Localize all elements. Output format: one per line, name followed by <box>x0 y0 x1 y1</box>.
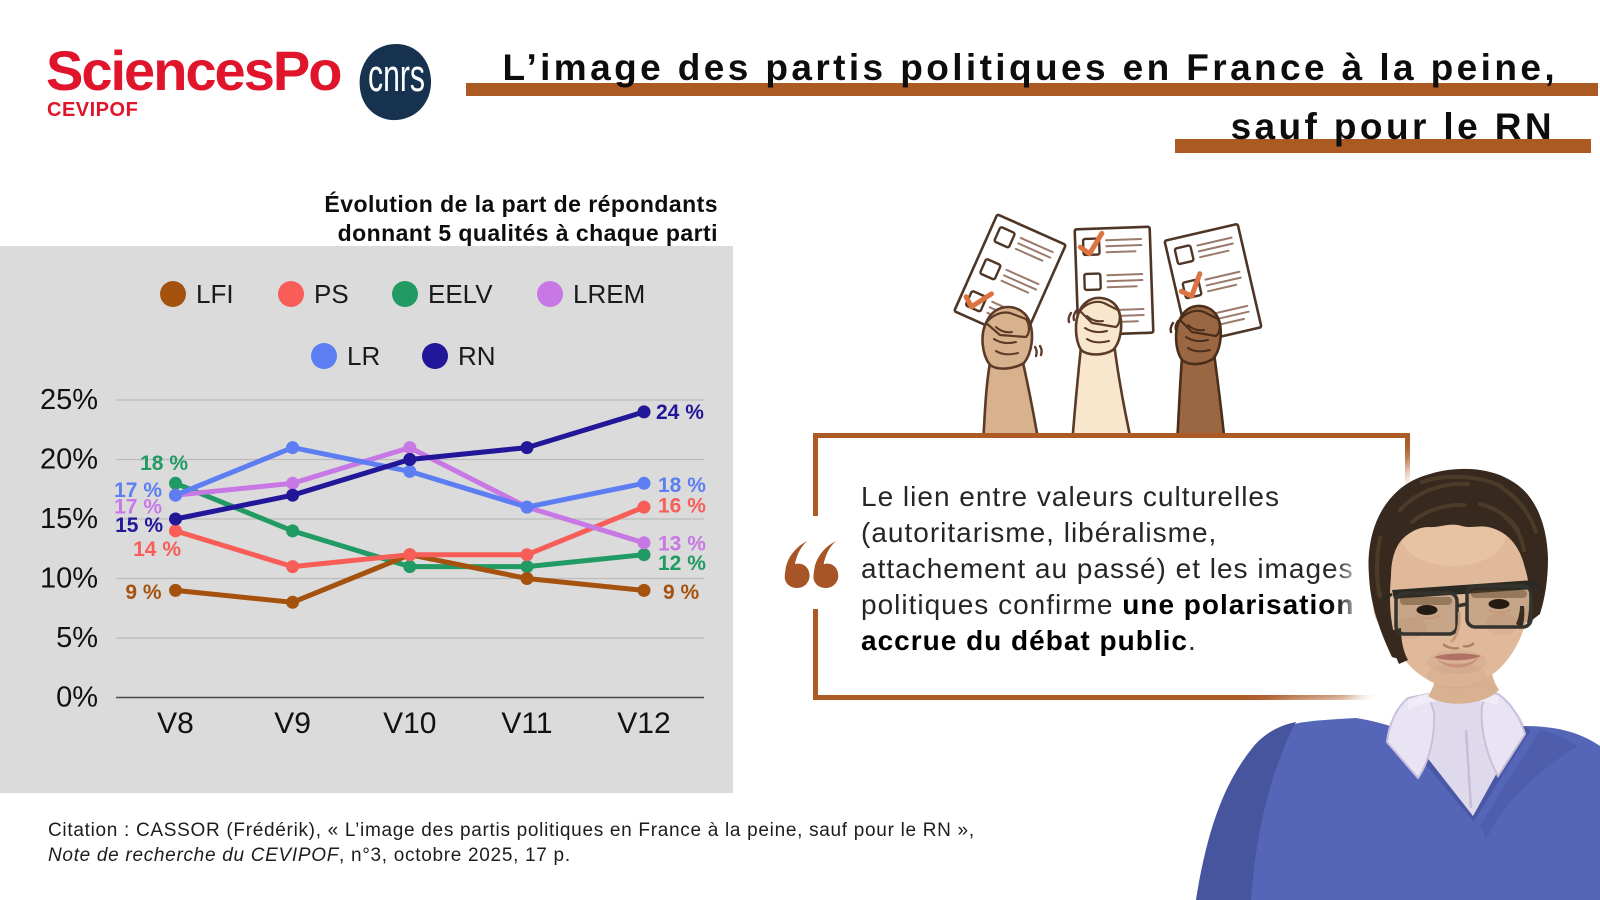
svg-text:LR: LR <box>347 341 380 371</box>
svg-text:18 %: 18 % <box>658 474 706 497</box>
svg-text:15%: 15% <box>40 503 98 535</box>
svg-text:16 %: 16 % <box>658 495 706 518</box>
svg-text:9 %: 9 % <box>125 581 162 604</box>
svg-text:18 %: 18 % <box>140 452 188 475</box>
svg-text:V12: V12 <box>617 707 670 740</box>
svg-text:V8: V8 <box>157 707 194 740</box>
svg-text:9 %: 9 % <box>663 581 700 604</box>
svg-text:5%: 5% <box>56 622 98 654</box>
svg-text:14 %: 14 % <box>133 538 181 561</box>
svg-text:V11: V11 <box>501 707 552 740</box>
svg-text:0%: 0% <box>56 682 98 714</box>
svg-text:17 %: 17 % <box>114 479 162 502</box>
svg-text:RN: RN <box>458 341 496 371</box>
svg-text:17 %: 17 % <box>114 496 162 519</box>
svg-text:LREM: LREM <box>573 279 645 309</box>
svg-text:EELV: EELV <box>428 279 493 309</box>
svg-text:LFI: LFI <box>196 279 234 309</box>
svg-text:25%: 25% <box>40 384 98 416</box>
svg-text:PS: PS <box>314 279 349 309</box>
svg-text:V9: V9 <box>274 707 311 740</box>
svg-text:24 %: 24 % <box>656 401 704 424</box>
svg-text:V10: V10 <box>383 707 436 740</box>
svg-text:20%: 20% <box>40 444 98 476</box>
svg-text:15 %: 15 % <box>115 514 163 537</box>
svg-text:10%: 10% <box>40 563 98 595</box>
svg-text:cnrs: cnrs <box>368 50 425 101</box>
svg-text:12 %: 12 % <box>658 552 706 575</box>
svg-text:13 %: 13 % <box>658 533 706 556</box>
